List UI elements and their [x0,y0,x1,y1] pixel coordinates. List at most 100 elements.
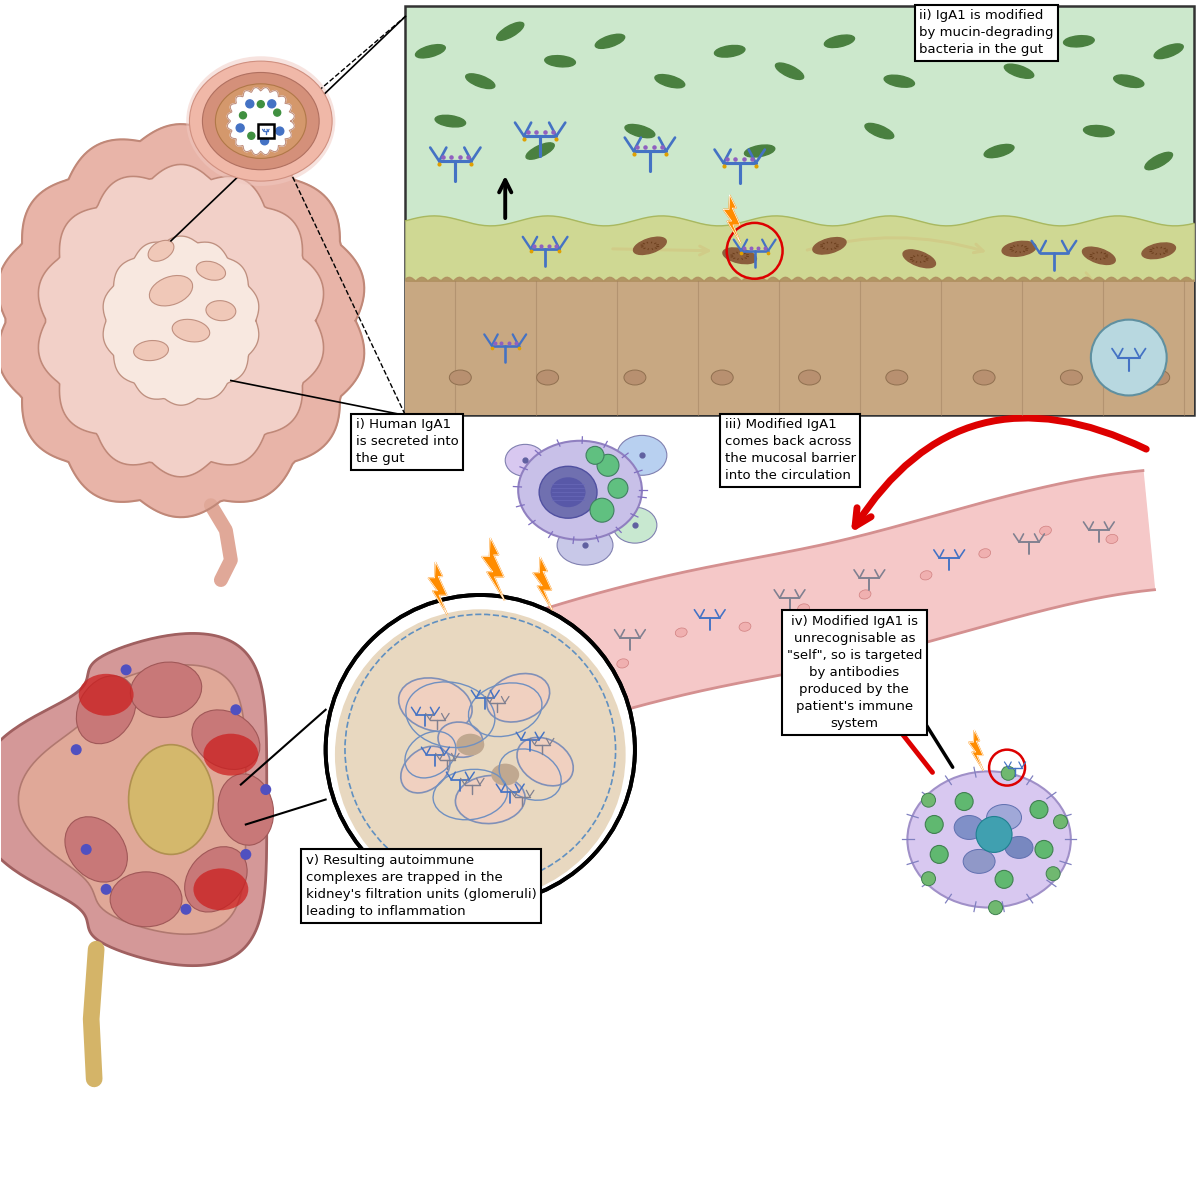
Ellipse shape [798,370,821,385]
Ellipse shape [456,733,485,756]
Ellipse shape [190,61,332,181]
Polygon shape [38,164,324,476]
Ellipse shape [624,370,646,385]
Ellipse shape [1061,370,1082,385]
Ellipse shape [443,703,454,713]
Circle shape [268,100,276,108]
Ellipse shape [466,74,494,89]
Circle shape [955,792,973,810]
Circle shape [925,816,943,834]
Ellipse shape [744,145,775,157]
Bar [258,124,274,138]
Ellipse shape [551,478,586,508]
Ellipse shape [539,467,598,518]
Text: i) Human IgA1
is secreted into
the gut: i) Human IgA1 is secreted into the gut [355,419,458,466]
Polygon shape [0,124,365,517]
Ellipse shape [907,772,1070,907]
Polygon shape [481,538,505,601]
Polygon shape [18,665,246,935]
Ellipse shape [193,869,248,911]
Polygon shape [103,236,259,406]
Ellipse shape [449,370,472,385]
Circle shape [240,112,246,119]
Circle shape [80,844,91,854]
Ellipse shape [926,593,938,602]
Ellipse shape [1004,64,1033,78]
Ellipse shape [973,370,995,385]
Ellipse shape [617,436,667,475]
Circle shape [1034,840,1052,858]
Circle shape [976,816,1012,852]
Ellipse shape [1142,242,1176,259]
Ellipse shape [1006,836,1033,858]
Ellipse shape [1154,44,1183,59]
Circle shape [1091,319,1166,396]
Circle shape [260,137,269,145]
Ellipse shape [456,775,526,823]
Text: iii) Modified IgA1
comes back across
the mucosal barrier
into the circulation: iii) Modified IgA1 comes back across the… [725,419,856,482]
Ellipse shape [192,710,260,769]
Ellipse shape [954,816,984,840]
Circle shape [1030,800,1048,818]
Ellipse shape [712,370,733,385]
Circle shape [608,479,628,498]
Circle shape [1054,815,1068,829]
Circle shape [260,784,271,796]
Bar [406,6,1194,415]
Ellipse shape [863,604,875,612]
Ellipse shape [497,23,523,41]
Ellipse shape [1114,74,1144,88]
Circle shape [989,901,1002,914]
Ellipse shape [505,444,545,476]
Ellipse shape [148,240,174,262]
Ellipse shape [186,56,335,186]
Ellipse shape [436,115,466,127]
Ellipse shape [886,370,907,385]
Ellipse shape [438,722,482,757]
Circle shape [590,498,614,522]
Ellipse shape [518,440,642,540]
Polygon shape [227,88,294,155]
Ellipse shape [536,370,558,385]
Text: v) Resulting autoimmune
complexes are trapped in the
kidney's filtration units (: v) Resulting autoimmune complexes are tr… [306,854,536,918]
Ellipse shape [415,44,445,58]
Ellipse shape [737,612,749,622]
Ellipse shape [884,76,914,88]
Ellipse shape [797,602,809,611]
Circle shape [274,109,281,116]
Ellipse shape [401,746,450,793]
Circle shape [598,455,619,476]
Polygon shape [395,470,1154,774]
Ellipse shape [1145,152,1172,169]
Ellipse shape [1147,370,1170,385]
Ellipse shape [215,84,306,158]
Ellipse shape [491,763,520,786]
Ellipse shape [677,637,689,646]
Ellipse shape [775,64,804,79]
Ellipse shape [77,676,136,744]
Ellipse shape [634,238,666,254]
Ellipse shape [904,250,936,268]
Polygon shape [0,634,266,966]
Ellipse shape [865,124,894,139]
Ellipse shape [655,74,685,88]
Text: ii) IgA1 is modified
by mucin-degrading
bacteria in the gut: ii) IgA1 is modified by mucin-degrading … [919,10,1054,56]
Circle shape [257,101,264,108]
Ellipse shape [1002,241,1036,257]
Ellipse shape [812,238,846,254]
Ellipse shape [398,678,472,732]
Ellipse shape [1082,247,1115,264]
Ellipse shape [228,95,293,148]
Ellipse shape [494,679,506,689]
Ellipse shape [625,125,655,138]
Circle shape [246,100,254,108]
Circle shape [248,132,254,139]
Ellipse shape [1104,526,1116,535]
Ellipse shape [595,35,625,48]
Circle shape [995,870,1013,888]
Ellipse shape [335,610,625,900]
Ellipse shape [1084,126,1114,137]
Ellipse shape [79,674,133,715]
Ellipse shape [986,804,1021,830]
Ellipse shape [487,673,550,722]
